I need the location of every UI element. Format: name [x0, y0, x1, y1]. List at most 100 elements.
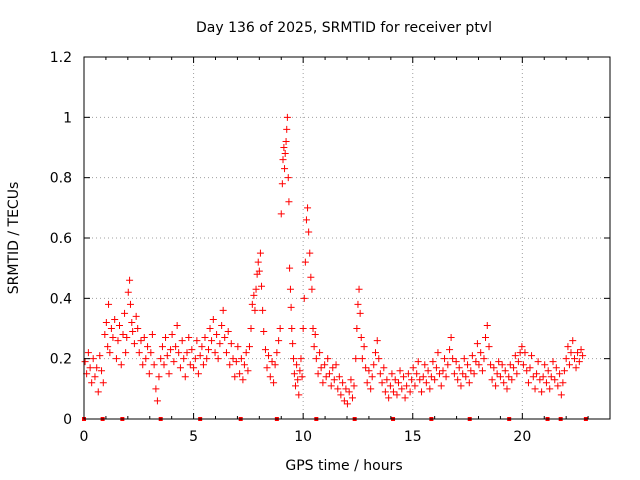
data-point	[211, 349, 219, 357]
data-point	[268, 358, 276, 366]
data-point	[526, 364, 534, 372]
data-point	[204, 346, 212, 354]
data-point	[363, 379, 371, 387]
data-point	[240, 361, 248, 369]
data-point	[255, 267, 263, 275]
data-point	[385, 394, 393, 402]
data-point	[426, 385, 434, 393]
data-point	[439, 367, 447, 375]
data-point	[424, 367, 432, 375]
data-point	[206, 325, 214, 332]
data-point	[464, 361, 472, 369]
data-point	[322, 373, 330, 381]
data-point	[96, 352, 104, 360]
data-point	[283, 113, 291, 121]
data-point	[508, 376, 516, 384]
data-point	[531, 385, 539, 393]
data-point	[299, 325, 307, 332]
y-tick-label: 0.8	[50, 171, 72, 187]
data-point	[552, 364, 560, 372]
data-point	[569, 337, 577, 345]
data-point	[386, 382, 394, 390]
data-point	[556, 370, 564, 378]
data-point	[462, 373, 470, 381]
data-point	[275, 337, 283, 345]
data-point	[301, 258, 309, 266]
data-point	[309, 325, 317, 332]
data-point	[162, 334, 170, 342]
data-point	[319, 379, 327, 387]
data-point	[185, 334, 193, 342]
data-point	[539, 373, 547, 381]
data-point	[284, 174, 292, 182]
data-point	[492, 382, 500, 390]
data-point	[148, 331, 156, 339]
data-point	[286, 285, 294, 293]
data-point	[485, 343, 493, 351]
data-point	[383, 376, 391, 384]
data-point	[150, 361, 158, 369]
data-point	[441, 355, 449, 363]
data-point	[335, 373, 343, 381]
data-point	[112, 355, 120, 363]
data-point	[544, 367, 552, 375]
data-point	[360, 343, 368, 351]
data-point	[413, 370, 421, 378]
data-point	[134, 325, 142, 332]
data-point	[232, 358, 240, 366]
data-point	[180, 355, 188, 363]
data-point	[314, 370, 322, 378]
y-tick-label: 0.6	[50, 231, 72, 247]
data-point	[404, 370, 412, 378]
series-srmtid	[81, 113, 587, 408]
data-point	[574, 349, 582, 357]
data-point	[495, 358, 503, 366]
data-point	[381, 388, 389, 396]
data-point	[304, 204, 312, 212]
data-point	[437, 382, 445, 390]
data-point	[198, 343, 206, 351]
data-point	[293, 361, 301, 369]
data-point	[493, 370, 501, 378]
data-point	[229, 355, 237, 363]
data-point	[378, 379, 386, 387]
data-point	[297, 355, 305, 363]
data-point	[178, 337, 186, 345]
data-point	[119, 331, 127, 339]
data-point	[329, 364, 337, 372]
data-point	[559, 379, 567, 387]
data-point	[312, 355, 320, 363]
data-point	[511, 352, 519, 360]
data-point	[459, 370, 467, 378]
data-point	[282, 137, 290, 145]
data-point	[201, 334, 209, 342]
data-point	[551, 376, 559, 384]
data-point	[265, 352, 273, 360]
data-point	[442, 373, 450, 381]
data-point	[557, 391, 565, 399]
data-point	[221, 334, 229, 342]
data-point	[503, 385, 511, 393]
data-point	[126, 276, 134, 284]
data-point	[300, 294, 308, 302]
data-point	[388, 370, 396, 378]
data-point	[218, 321, 226, 329]
data-point	[89, 355, 97, 363]
data-point	[327, 382, 335, 390]
data-point	[216, 340, 224, 348]
data-point	[533, 370, 541, 378]
data-point	[572, 364, 580, 372]
data-point	[350, 382, 358, 390]
x-tick-label: 0	[80, 429, 89, 445]
data-point	[465, 379, 473, 387]
data-point	[398, 385, 406, 393]
data-point	[542, 379, 550, 387]
data-point	[107, 325, 115, 332]
axis-ticks	[83, 56, 611, 420]
data-point	[434, 349, 442, 357]
data-point	[188, 346, 196, 354]
data-point	[245, 343, 253, 351]
x-tick-label: 15	[404, 429, 422, 445]
data-point	[124, 288, 132, 296]
